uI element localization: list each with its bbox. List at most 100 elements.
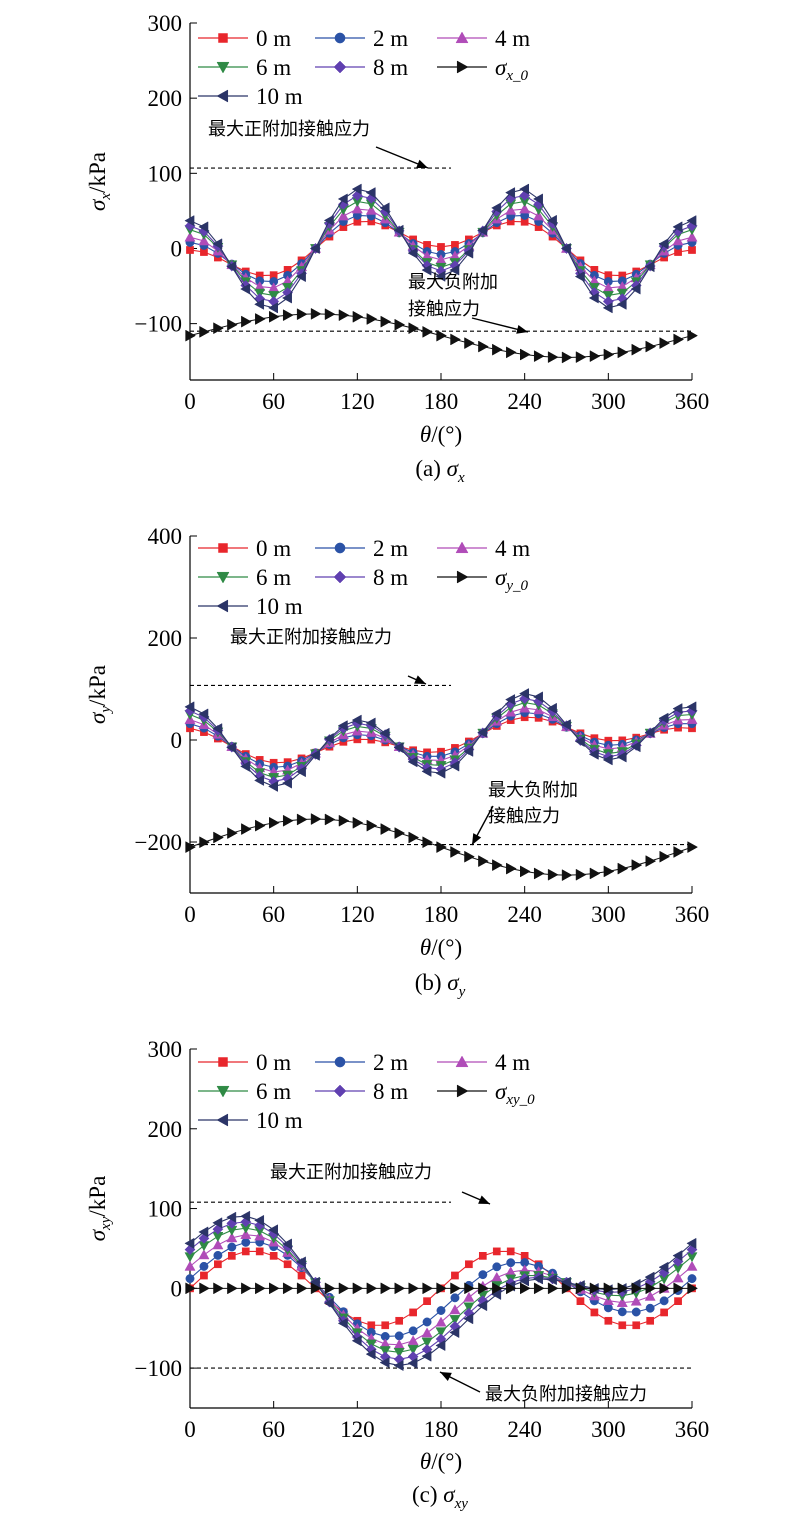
data-point [409,1308,417,1317]
legend-marker [333,1084,347,1098]
legend-marker [333,570,347,584]
data-point [365,204,377,215]
data-point [492,343,503,356]
data-point [449,1315,461,1326]
data-point [338,814,350,827]
legend-label: 8 m [373,565,408,590]
legend-marker [456,570,469,584]
data-point [421,1327,433,1338]
data-point [422,1282,434,1295]
data-point [323,732,334,745]
data-point [199,836,210,849]
data-point [213,831,224,844]
data-point [268,1224,278,1236]
caption-prefix: (c) [412,1482,443,1507]
data-point [645,340,657,353]
data-point [422,325,434,338]
y-tick-label: 300 [148,1037,183,1062]
y-axis-subscript: y [98,706,114,715]
x-tick-label: 60 [262,1417,285,1442]
data-point [519,688,529,700]
data-point [282,1282,294,1295]
legend-marker [218,1057,228,1067]
data-point [351,183,362,195]
data-point [365,187,376,199]
data-point [478,1252,487,1260]
data-point [199,1282,210,1295]
legend-label: 0 m [256,1050,291,1075]
data-point [449,1326,460,1339]
legend-item-m10: 10 m [198,1108,303,1133]
data-point [617,346,629,359]
x-axis-unit: /(°) [431,935,462,960]
legend-label: 0 m [256,536,291,561]
data-point [644,1271,655,1283]
legend-label: σx_0 [495,55,529,84]
data-point [449,760,460,772]
data-point [437,243,445,251]
panel-caption: (c) σxy [412,1482,468,1512]
x-tick-label: 180 [424,902,459,927]
data-point [408,1326,418,1336]
data-point [602,291,614,302]
data-point [282,814,294,827]
legend-label: 2 m [373,26,408,51]
x-tick-label: 120 [340,902,375,927]
legend-item-base: σxy_0 [437,1079,535,1108]
data-point [407,756,418,768]
legend-label: 6 m [256,1079,291,1104]
x-tick-label: 360 [675,902,710,927]
x-axis-label: θ/(°) [420,422,462,447]
data-point [673,1282,685,1295]
y-axis-label: σy/kPa [85,665,114,724]
data-point [465,1260,473,1269]
data-point [644,1290,656,1301]
annotation-arrow-head [416,159,428,169]
data-point [630,741,641,753]
annotation: 最大正附加接触应力 [230,627,427,685]
x-tick-label: 180 [424,1417,459,1442]
x-tick-label: 120 [340,1417,375,1442]
legend-marker [455,541,469,554]
annotation-label: 最大负附加接触应力 [485,1384,647,1405]
annotation-label: 接触应力 [488,806,560,827]
caption-subscript: y [457,984,466,1000]
x-tick-label: 60 [262,389,285,414]
data-point [281,1238,292,1250]
y-tick-label: 300 [148,11,183,36]
data-point [672,1250,683,1262]
data-point [576,1297,585,1306]
legend-marker [216,61,230,74]
data-point [631,1282,643,1295]
data-point [379,1346,391,1357]
data-point [365,1348,376,1360]
data-point [645,855,657,868]
data-point [533,1282,545,1295]
x-tick-label: 300 [591,1417,626,1442]
data-point [546,1274,557,1286]
data-point [588,748,599,760]
caption-subscript: x [457,470,465,486]
x-tick-label: 240 [507,902,542,927]
y-tick-label: 0 [171,1276,183,1301]
data-point [212,1239,224,1250]
data-point [255,819,266,832]
data-point [241,823,252,835]
data-point [310,307,322,320]
x-tick-label: 240 [507,389,542,414]
data-point [184,1260,196,1271]
data-point [351,203,363,214]
annotation-arrow-head [472,833,482,845]
data-point [212,238,223,250]
x-tick-label: 120 [340,389,375,414]
legend-label: 10 m [256,84,303,109]
data-point [506,1258,516,1268]
y-tick-label: 0 [171,236,183,261]
data-point [408,831,420,844]
y-tick-label: 200 [148,626,183,651]
legend-label: 4 m [495,1050,530,1075]
data-point [310,1282,322,1295]
data-point [449,1304,461,1315]
x-tick-label: 240 [507,1417,542,1442]
data-point [255,313,266,325]
